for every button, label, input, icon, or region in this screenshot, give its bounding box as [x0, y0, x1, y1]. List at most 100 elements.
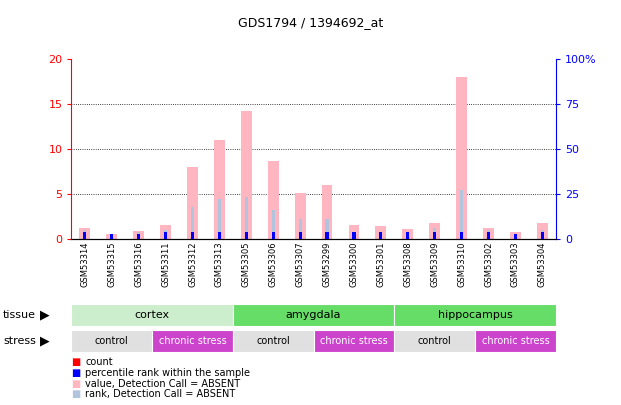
Bar [137, 238, 140, 239]
Text: control: control [95, 336, 129, 346]
Bar [137, 234, 140, 239]
Bar [245, 232, 248, 239]
Bar [191, 232, 194, 239]
Bar [433, 228, 437, 239]
Text: ■: ■ [71, 358, 81, 367]
Bar [295, 193, 306, 239]
Bar [134, 231, 144, 239]
Bar [541, 232, 544, 239]
Bar [514, 234, 517, 239]
Bar [352, 238, 356, 239]
Bar [233, 304, 394, 326]
Bar [187, 167, 198, 239]
Bar [241, 111, 252, 239]
Bar [352, 232, 356, 239]
Bar [514, 234, 517, 239]
Bar [83, 232, 86, 239]
Bar [537, 223, 548, 239]
Bar [218, 199, 221, 239]
Bar [406, 232, 409, 239]
Bar [487, 230, 490, 239]
Bar [352, 232, 356, 239]
Bar [79, 228, 90, 239]
Bar [406, 232, 409, 239]
Text: ■: ■ [71, 368, 81, 378]
Text: amygdala: amygdala [286, 310, 342, 320]
Bar [456, 77, 467, 239]
Bar [268, 162, 279, 239]
Text: ▶: ▶ [40, 335, 50, 348]
Bar [379, 238, 383, 239]
Bar [379, 232, 383, 239]
Bar [460, 238, 463, 239]
Text: control: control [256, 336, 290, 346]
Text: ■: ■ [71, 379, 81, 388]
Bar [218, 238, 221, 239]
Bar [83, 238, 86, 239]
Bar [379, 232, 383, 239]
Bar [137, 232, 140, 239]
Bar [376, 226, 386, 239]
Bar [433, 232, 437, 239]
Bar [271, 232, 275, 239]
Bar [541, 230, 544, 239]
Text: hippocampus: hippocampus [438, 310, 512, 320]
Bar [110, 234, 114, 239]
Bar [322, 185, 332, 239]
Text: ■: ■ [71, 389, 81, 399]
Bar [460, 232, 463, 239]
Bar [164, 232, 167, 239]
Text: count: count [85, 358, 112, 367]
Text: cortex: cortex [135, 310, 170, 320]
Bar [271, 238, 275, 239]
Bar [214, 140, 225, 239]
Bar [325, 232, 329, 239]
Bar [406, 238, 409, 239]
Text: stress: stress [3, 336, 36, 346]
Bar [429, 223, 440, 239]
Bar [110, 234, 114, 239]
Bar [433, 238, 437, 239]
Text: tissue: tissue [3, 310, 36, 320]
Bar [152, 330, 233, 352]
Bar [348, 226, 360, 239]
Bar [402, 229, 413, 239]
Bar [510, 232, 521, 239]
Bar [325, 238, 329, 239]
Bar [460, 190, 463, 239]
Text: chronic stress: chronic stress [158, 336, 227, 346]
Bar [71, 330, 152, 352]
Bar [394, 330, 475, 352]
Bar [271, 210, 275, 239]
Bar [106, 234, 117, 239]
Bar [245, 198, 248, 239]
Bar [299, 232, 302, 239]
Bar [164, 238, 167, 239]
Bar [83, 230, 86, 239]
Bar [483, 228, 494, 239]
Text: percentile rank within the sample: percentile rank within the sample [85, 368, 250, 378]
Text: GDS1794 / 1394692_at: GDS1794 / 1394692_at [238, 16, 383, 29]
Bar [487, 232, 490, 239]
Bar [164, 230, 167, 239]
Bar [325, 219, 329, 239]
Text: chronic stress: chronic stress [320, 336, 388, 346]
Bar [71, 304, 233, 326]
Text: value, Detection Call = ABSENT: value, Detection Call = ABSENT [85, 379, 240, 388]
Text: control: control [418, 336, 451, 346]
Bar [233, 330, 314, 352]
Bar [487, 238, 490, 239]
Bar [160, 226, 171, 239]
Bar [541, 238, 544, 239]
Bar [314, 330, 394, 352]
Text: rank, Detection Call = ABSENT: rank, Detection Call = ABSENT [85, 389, 235, 399]
Bar [191, 207, 194, 239]
Bar [191, 238, 194, 239]
Text: chronic stress: chronic stress [481, 336, 550, 346]
Bar [475, 330, 556, 352]
Bar [218, 232, 221, 239]
Text: ▶: ▶ [40, 308, 50, 322]
Bar [299, 219, 302, 239]
Bar [245, 238, 248, 239]
Bar [299, 238, 302, 239]
